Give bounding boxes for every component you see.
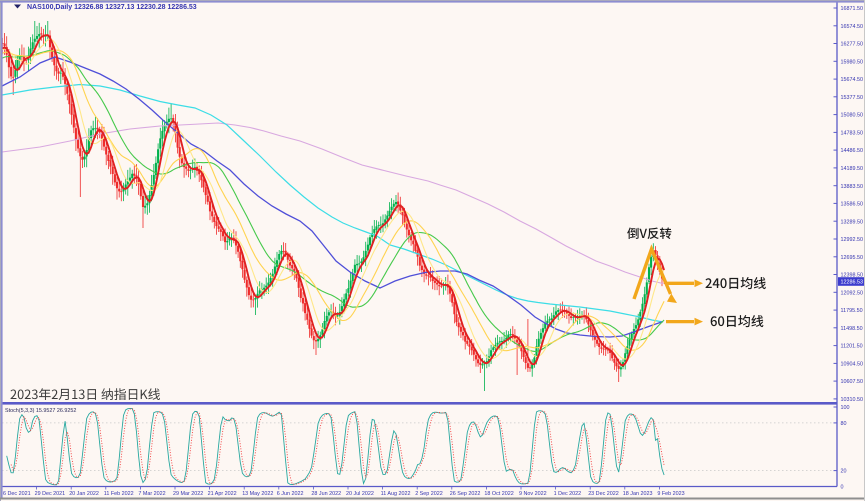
- svg-text:80: 80: [841, 421, 847, 427]
- svg-text:12286.53: 12286.53: [841, 280, 863, 286]
- svg-text:9 Feb 2023: 9 Feb 2023: [657, 491, 684, 497]
- svg-text:16871.50: 16871.50: [841, 6, 863, 12]
- svg-text:18 Oct 2022: 18 Oct 2022: [484, 491, 513, 497]
- svg-text:6 Dec 2021: 6 Dec 2021: [3, 491, 31, 497]
- svg-text:28 Jun 2022: 28 Jun 2022: [311, 491, 341, 497]
- svg-text:12695.50: 12695.50: [841, 255, 863, 261]
- svg-text:10310.50: 10310.50: [841, 397, 863, 403]
- svg-text:23 Dec 2022: 23 Dec 2022: [588, 491, 619, 497]
- svg-text:11201.50: 11201.50: [841, 344, 863, 350]
- svg-text:20 Jul 2022: 20 Jul 2022: [346, 491, 374, 497]
- svg-text:14783.50: 14783.50: [841, 131, 863, 137]
- svg-text:15080.50: 15080.50: [841, 113, 863, 119]
- svg-text:Stoch(5,3,3) 15.9527 26.9252: Stoch(5,3,3) 15.9527 26.9252: [5, 408, 76, 414]
- svg-text:0: 0: [841, 485, 844, 491]
- svg-text:29 Dec 2021: 29 Dec 2021: [35, 491, 66, 497]
- svg-text:11498.50: 11498.50: [841, 326, 863, 332]
- svg-text:13 May 2022: 13 May 2022: [242, 491, 273, 497]
- svg-text:NAS100,Daily 12326.88 12327.1: NAS100,Daily 12326.88 12327.13 12230.28 …: [27, 4, 197, 11]
- svg-text:15377.50: 15377.50: [841, 95, 863, 101]
- svg-text:6 Jun 2022: 6 Jun 2022: [277, 491, 304, 497]
- svg-text:11 Aug 2022: 11 Aug 2022: [381, 491, 411, 497]
- svg-text:12398.50: 12398.50: [841, 273, 863, 279]
- svg-text:14486.50: 14486.50: [841, 148, 863, 154]
- svg-text:100: 100: [841, 405, 850, 411]
- svg-text:26 Sep 2022: 26 Sep 2022: [450, 491, 481, 497]
- svg-text:13289.50: 13289.50: [841, 219, 863, 225]
- svg-text:1 Dec 2022: 1 Dec 2022: [554, 491, 582, 497]
- svg-text:7 Mar 2022: 7 Mar 2022: [138, 491, 165, 497]
- svg-text:16277.50: 16277.50: [841, 42, 863, 48]
- svg-text:12992.50: 12992.50: [841, 237, 863, 243]
- svg-text:21 Apr 2022: 21 Apr 2022: [208, 491, 237, 497]
- svg-text:15980.50: 15980.50: [841, 59, 863, 65]
- svg-text:10904.50: 10904.50: [841, 362, 863, 368]
- svg-text:11 Feb 2022: 11 Feb 2022: [104, 491, 134, 497]
- svg-text:20: 20: [841, 469, 847, 475]
- svg-text:16574.50: 16574.50: [841, 24, 863, 30]
- svg-text:15674.50: 15674.50: [841, 77, 863, 83]
- svg-text:2 Sep 2022: 2 Sep 2022: [415, 491, 443, 497]
- svg-text:29 Mar 2022: 29 Mar 2022: [173, 491, 203, 497]
- svg-text:18 Jan 2023: 18 Jan 2023: [623, 491, 653, 497]
- svg-text:10607.50: 10607.50: [841, 379, 863, 385]
- svg-text:13883.50: 13883.50: [841, 184, 863, 190]
- svg-text:11795.50: 11795.50: [841, 308, 863, 314]
- svg-text:9 Nov 2022: 9 Nov 2022: [519, 491, 547, 497]
- svg-text:12092.50: 12092.50: [841, 290, 863, 296]
- svg-text:13586.50: 13586.50: [841, 202, 863, 208]
- svg-text:14189.50: 14189.50: [841, 166, 863, 172]
- svg-text:20 Jan 2022: 20 Jan 2022: [69, 491, 99, 497]
